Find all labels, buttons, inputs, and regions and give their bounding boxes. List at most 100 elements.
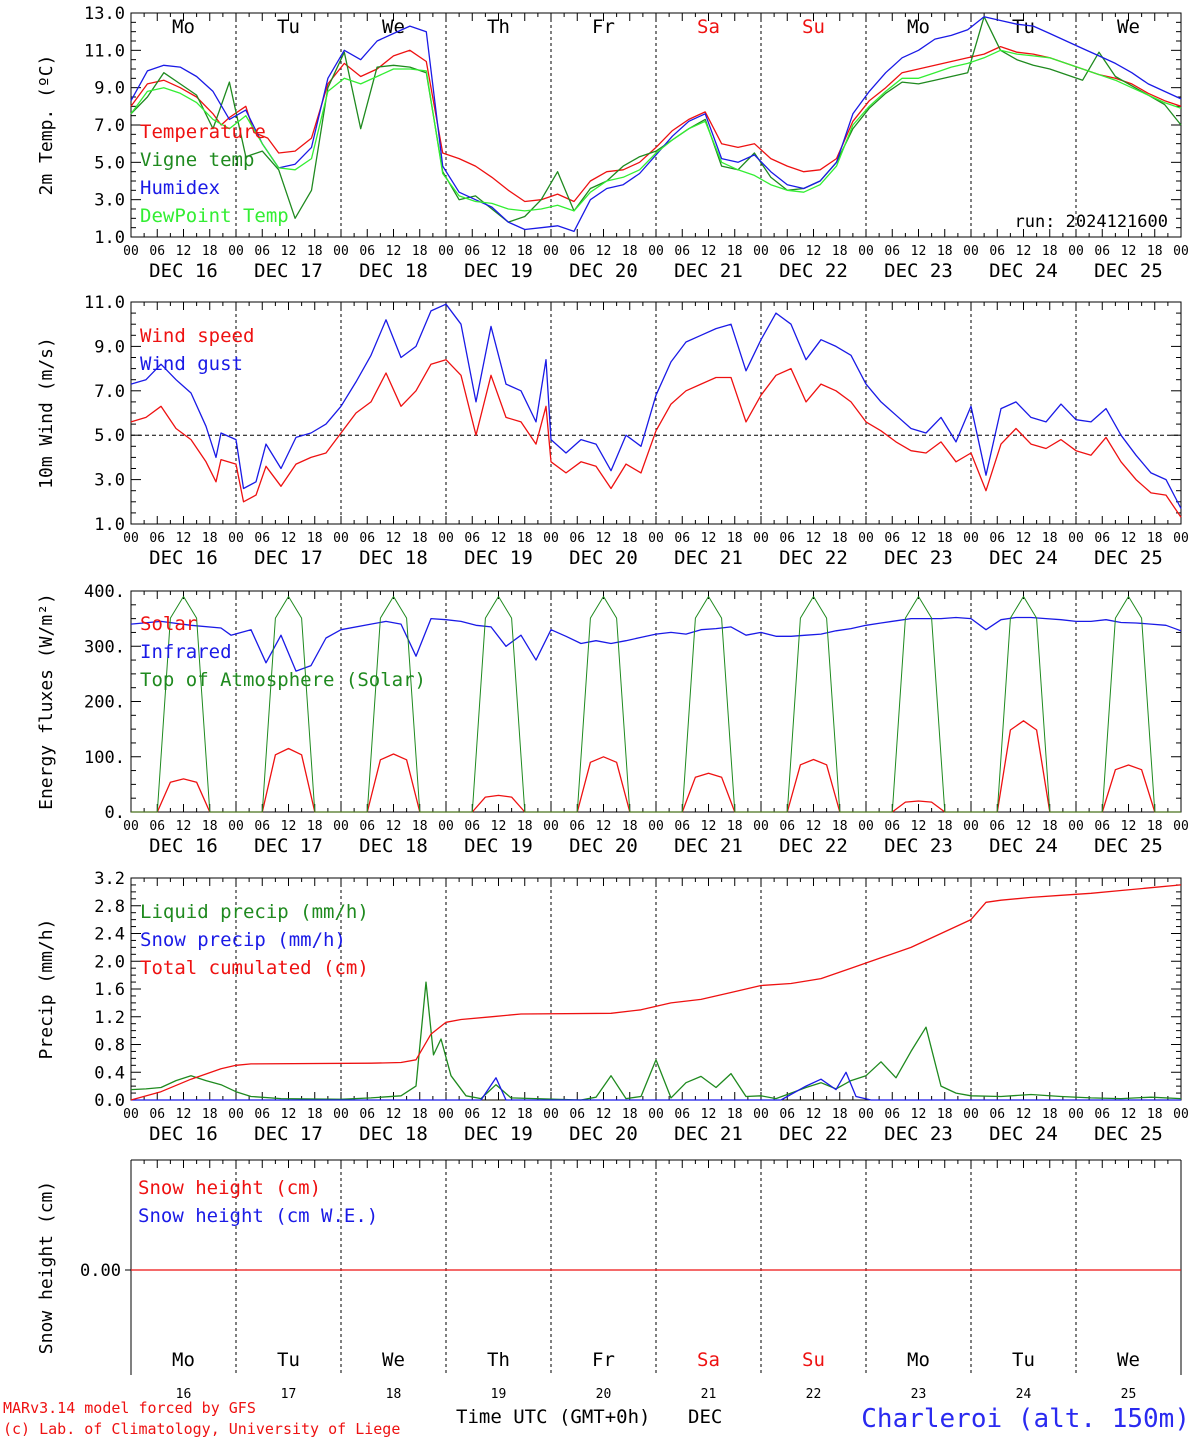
x-hour-label: 12	[806, 1107, 822, 1122]
x-day-label: DEC 19	[464, 547, 533, 569]
x-hour-label: 06	[1094, 1107, 1110, 1122]
x-hour-label: 12	[806, 244, 822, 259]
x-hour-label: 00	[123, 1107, 139, 1122]
x-hour-label: 12	[176, 1107, 192, 1122]
x-day-label: DEC 19	[464, 260, 533, 282]
x-hour-label: 06	[464, 819, 480, 834]
x-day-label: DEC 21	[674, 260, 743, 282]
y-tick-label: 5.0	[94, 153, 125, 173]
weekday-label: Fr	[592, 1349, 615, 1371]
x-hour-label: 00	[123, 531, 139, 546]
weekday-label: Sa	[697, 1349, 720, 1371]
x-day-label: DEC 19	[464, 835, 533, 857]
x-hour-label: 18	[517, 531, 533, 546]
x-hour-label: 18	[202, 244, 218, 259]
y-tick-label: 7.0	[94, 382, 125, 402]
x-hour-label: 18	[832, 531, 848, 546]
x-day-label: DEC 16	[149, 1123, 218, 1145]
x-hour-label: 18	[622, 244, 638, 259]
y-tick-label: 0.00	[80, 1261, 121, 1281]
y-tick-label: 100.	[84, 748, 125, 768]
weekday-label: Th	[487, 1349, 510, 1371]
x-day-number: 25	[1121, 1387, 1137, 1402]
x-hour-label: 12	[1121, 531, 1137, 546]
x-hour-label: 12	[701, 244, 717, 259]
x-hour-label: 06	[779, 819, 795, 834]
x-hour-label: 06	[674, 244, 690, 259]
x-hour-label: 00	[228, 531, 244, 546]
x-hour-label: 06	[254, 819, 270, 834]
x-hour-label: 06	[569, 244, 585, 259]
y-axis-label: Precip (mm/h)	[36, 919, 57, 1060]
x-hour-label: 00	[1068, 531, 1084, 546]
x-hour-label: 06	[989, 1107, 1005, 1122]
x-hour-label: 12	[911, 531, 927, 546]
x-day-number: 20	[596, 1387, 612, 1402]
x-hour-label: 12	[1016, 531, 1032, 546]
x-hour-label: 00	[1173, 244, 1189, 259]
x-hour-label: 12	[596, 531, 612, 546]
x-hour-label: 12	[176, 819, 192, 834]
y-tick-label: 3.0	[94, 191, 125, 211]
y-tick-label: 7.0	[94, 116, 125, 136]
x-hour-label: 12	[281, 1107, 297, 1122]
weekday-label: We	[382, 1349, 405, 1371]
weekday-label: Tu	[1012, 1349, 1035, 1371]
x-hour-label: 18	[1042, 819, 1058, 834]
x-day-label: DEC 20	[569, 260, 638, 282]
x-day-label: DEC 24	[989, 1123, 1058, 1145]
x-hour-label: 12	[911, 1107, 927, 1122]
x-hour-label: 00	[543, 244, 559, 259]
y-tick-label: 2.8	[94, 897, 125, 917]
x-hour-label: 06	[884, 244, 900, 259]
y-tick-label: 1.0	[94, 228, 125, 248]
x-hour-label: 18	[1147, 1107, 1163, 1122]
x-day-label: DEC 23	[884, 1123, 953, 1145]
legend-entry: DewPoint Temp	[140, 205, 289, 227]
x-hour-label: 12	[386, 244, 402, 259]
weekday-label: Th	[487, 16, 510, 38]
x-hour-label: 06	[1094, 244, 1110, 259]
y-tick-label: 13.0	[84, 4, 125, 24]
x-hour-label: 00	[963, 531, 979, 546]
y-tick-label: 3.2	[94, 869, 125, 889]
x-hour-label: 12	[386, 1107, 402, 1122]
x-hour-label: 00	[333, 819, 349, 834]
series-line	[131, 596, 1181, 813]
panel-3: 00 06 12 18 00 06 12 18 00 06 12 18 00 06 12 18 00 06 12 18…	[36, 582, 1189, 857]
weekday-label: Mo	[907, 1349, 930, 1371]
x-hour-label: 00	[648, 244, 664, 259]
x-hour-label: 18	[202, 531, 218, 546]
legend-entry: Snow precip (mm/h)	[140, 929, 346, 951]
y-tick-label: 0.8	[94, 1036, 125, 1056]
x-hour-label: 12	[281, 819, 297, 834]
y-tick-label: 5.0	[94, 426, 125, 446]
x-hour-label: 12	[281, 531, 297, 546]
weekday-label: Tu	[1012, 16, 1035, 38]
x-hour-label: 12	[1016, 244, 1032, 259]
x-day-label: DEC 22	[779, 547, 848, 569]
x-hour-label: 00	[858, 531, 874, 546]
x-day-label: DEC 24	[989, 260, 1058, 282]
panels-layer: 00 06 12 18 00 06 12 18 00 06 12 18 00 06 12 18 00 06 12 18…	[36, 4, 1189, 1402]
x-day-label: DEC 16	[149, 547, 218, 569]
x-day-label: DEC 21	[674, 1123, 743, 1145]
weekday-label: We	[1117, 16, 1140, 38]
x-day-label: DEC 25	[1094, 1123, 1163, 1145]
legend-entry: Solar	[140, 613, 197, 635]
x-hour-label: 18	[1147, 531, 1163, 546]
x-day-number: 16	[176, 1387, 192, 1402]
y-axis-label: 2m Temp. (ºC)	[36, 55, 57, 196]
footer-lab: (c) Lab. of Climatology, University of L…	[3, 1420, 400, 1438]
x-hour-label: 00	[1068, 244, 1084, 259]
x-hour-label: 18	[937, 244, 953, 259]
x-hour-label: 12	[701, 531, 717, 546]
x-hour-label: 18	[412, 244, 428, 259]
x-hour-label: 18	[832, 819, 848, 834]
x-hour-label: 12	[1121, 1107, 1137, 1122]
x-hour-label: 18	[727, 244, 743, 259]
x-hour-label: 12	[911, 244, 927, 259]
x-hour-label: 06	[674, 531, 690, 546]
x-hour-label: 00	[333, 531, 349, 546]
